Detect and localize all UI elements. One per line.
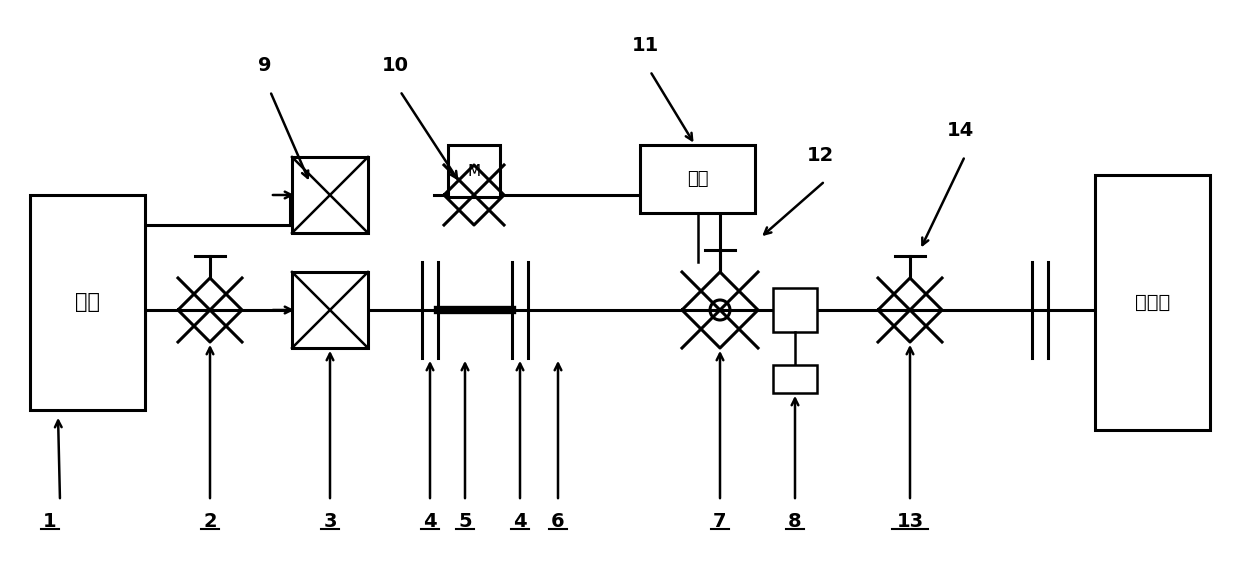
Text: 气源: 气源	[76, 293, 100, 313]
Bar	[449, 145, 501, 197]
Bar	[773, 365, 817, 393]
Text: 14: 14	[947, 121, 974, 140]
Text: 6: 6	[551, 512, 565, 531]
Text: 7: 7	[714, 512, 727, 531]
Text: 10: 10	[382, 56, 409, 75]
Text: 5: 5	[458, 512, 472, 531]
Bar	[292, 272, 368, 348]
Text: 11: 11	[632, 36, 659, 55]
Text: 8: 8	[788, 512, 802, 531]
Bar	[292, 157, 368, 233]
Text: 2: 2	[203, 512, 217, 531]
Text: 3: 3	[323, 512, 337, 531]
Text: M: M	[467, 164, 481, 179]
Text: 4: 4	[424, 512, 437, 531]
Text: 9: 9	[258, 56, 271, 75]
Bar	[773, 288, 817, 332]
Text: 12: 12	[807, 146, 834, 165]
Text: 控制: 控制	[686, 170, 709, 188]
Bar	[1095, 175, 1211, 430]
Bar	[641, 145, 755, 213]
Text: 真空室: 真空室	[1135, 293, 1170, 312]
Text: 4: 4	[513, 512, 527, 531]
Bar	[30, 195, 145, 410]
Text: 1: 1	[43, 512, 57, 531]
Text: 13: 13	[897, 512, 923, 531]
